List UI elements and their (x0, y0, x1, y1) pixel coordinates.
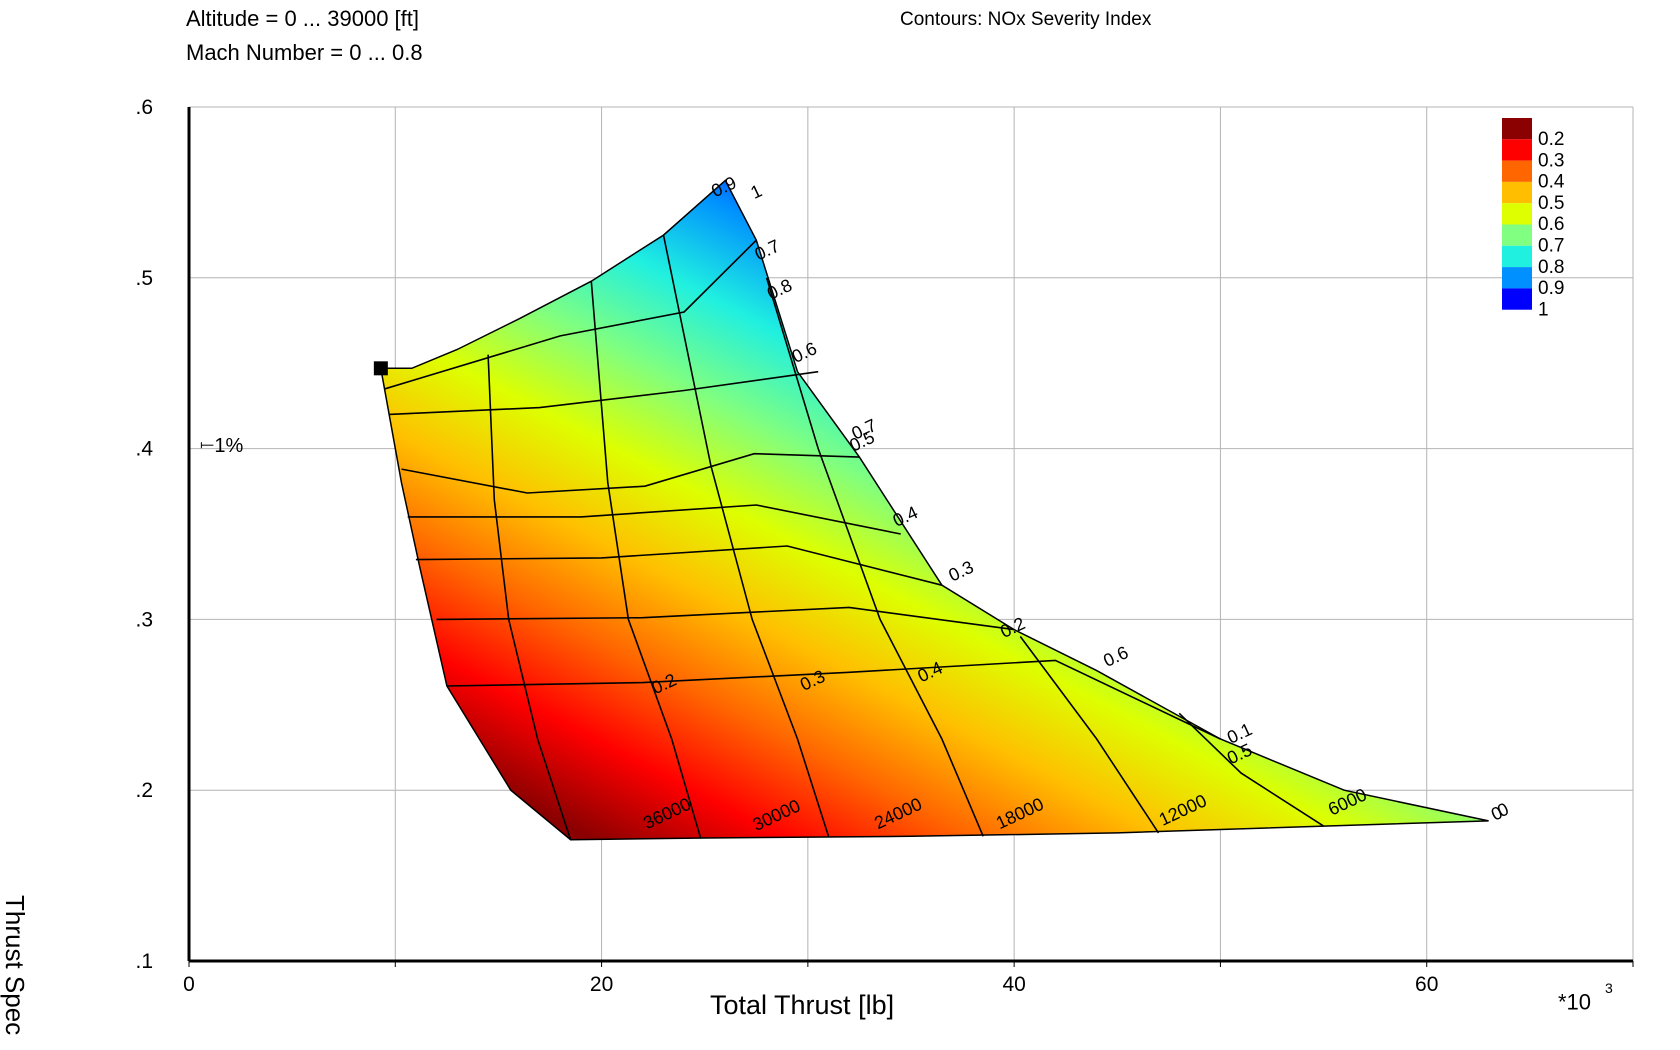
x-tick-label: 40 (1002, 973, 1025, 996)
contour-label: 0.3 (945, 557, 976, 586)
x-tick-label: 60 (1415, 973, 1438, 996)
legend-label: 0.7 (1538, 236, 1564, 257)
altitude-line (590, 281, 702, 839)
x-tick-label: 20 (590, 973, 613, 996)
contour-label: 0.6 (1100, 642, 1131, 671)
legend-label: 0.4 (1538, 172, 1565, 193)
y-tick-label: .2 (135, 779, 153, 802)
y-tick-label: .6 (135, 96, 153, 119)
x-axis-label: Total Thrust [lb] (710, 990, 895, 1020)
altitude-line (765, 277, 984, 837)
y-tick-label: .5 (135, 267, 153, 290)
chart-title: Contours: NOx Severity Index (900, 9, 1152, 30)
altitude-line (1019, 636, 1160, 834)
legend-swatch (1502, 245, 1532, 268)
legend-swatch (1502, 181, 1532, 204)
y-tick-label: .4 (135, 438, 153, 461)
legend-swatch (1502, 160, 1532, 182)
mach-line (401, 452, 860, 494)
mach-line (446, 659, 1221, 740)
altitude-range-label: Altitude = 0 ... 39000 [ft] (186, 6, 419, 31)
legend-swatch (1502, 288, 1532, 310)
mach-line (389, 370, 819, 416)
legend-swatch (1502, 139, 1532, 161)
legend-swatch (1502, 224, 1532, 246)
legend-swatch (1502, 267, 1532, 289)
altitude-line (487, 354, 572, 840)
legend-label: 0.3 (1538, 150, 1564, 171)
operating-envelope (379, 179, 1489, 841)
mach-range-label: Mach Number = 0 ... 0.8 (186, 40, 423, 65)
y-tick-label: .1 (135, 950, 153, 973)
legend-label: 1 (1538, 299, 1549, 320)
legend-label: 0.2 (1538, 129, 1564, 150)
tolerance-label: 1% (214, 435, 243, 457)
x-axis-multiplier: *103 (1558, 980, 1613, 1015)
legend-label: 0.9 (1538, 278, 1564, 299)
mach-line (436, 606, 1015, 631)
mach-line (407, 504, 901, 535)
mach-line (384, 239, 757, 390)
altitude-line (662, 234, 830, 837)
altitude-line (1178, 712, 1325, 827)
mach-line (415, 545, 943, 586)
y-tick-label: .3 (135, 608, 153, 631)
legend-swatch (1502, 203, 1532, 225)
legend-swatch (1502, 118, 1532, 140)
legend-label: 0.6 (1538, 214, 1564, 235)
legend-label: 0.8 (1538, 257, 1564, 278)
contour-label: 1 (747, 180, 765, 202)
legend-label: 0.5 (1538, 193, 1564, 214)
x-tick-label: 0 (183, 973, 195, 996)
design-point-marker (373, 361, 388, 376)
y-axis-label: Thrust Spec (0, 895, 30, 1036)
